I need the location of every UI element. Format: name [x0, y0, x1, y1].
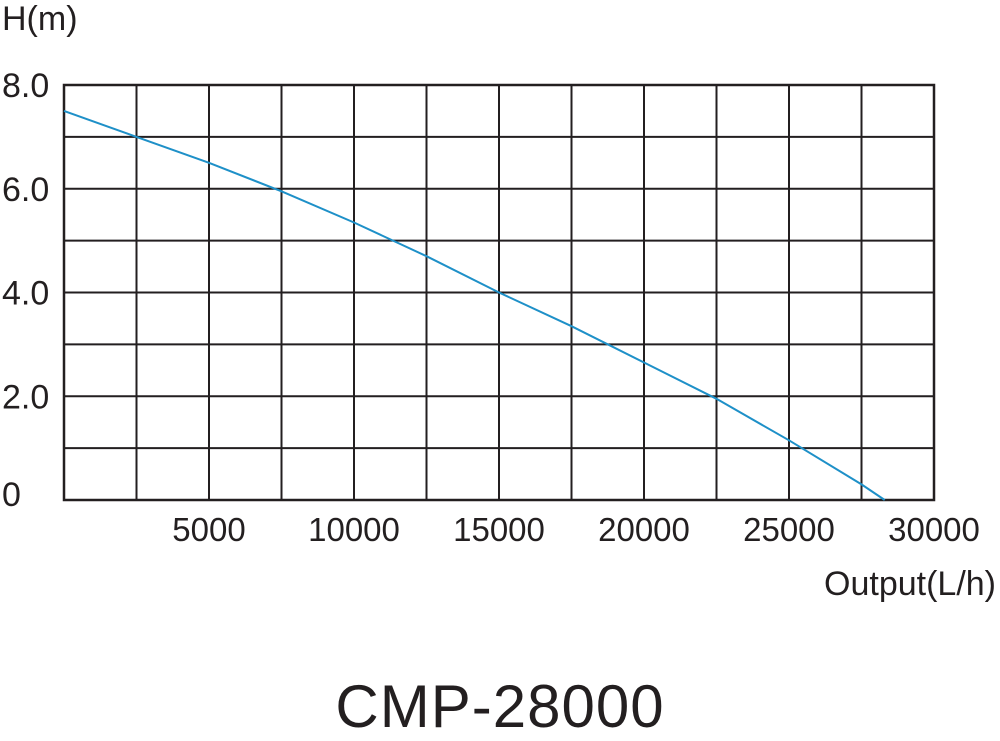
x-axis-label: Output(L/h) — [824, 565, 996, 603]
chart-title: CMP-28000 — [335, 673, 665, 740]
axes — [62, 83, 936, 502]
x-tick-label: 25000 — [743, 511, 835, 548]
y-tick-label: 2.0 — [2, 378, 49, 416]
y-axis-label: H(m) — [2, 0, 78, 38]
x-tick-label: 5000 — [172, 511, 245, 548]
tick-labels: 5000 10000 15000 20000 25000 30000 0 2.0 4.0 6.0 8… — [2, 67, 980, 548]
plot-frame — [62, 83, 936, 502]
series-line-0 — [63, 109, 886, 501]
x-tick-label: 30000 — [888, 511, 980, 548]
y-tick-label: 4.0 — [2, 275, 49, 313]
series-layer — [63, 109, 886, 501]
grid — [64, 85, 934, 500]
x-tick-label: 20000 — [598, 511, 690, 548]
x-tick-label: 15000 — [453, 511, 545, 548]
x-tick-label: 10000 — [308, 511, 400, 548]
y-tick-label: 6.0 — [2, 171, 49, 209]
y-tick-label: 0 — [2, 476, 21, 514]
y-tick-label: 8.0 — [2, 67, 49, 105]
